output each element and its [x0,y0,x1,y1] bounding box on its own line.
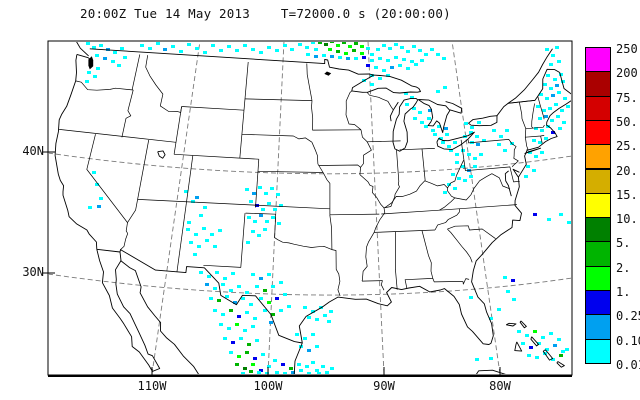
colorbar-label-2.: 2. [616,260,631,275]
map-frame [43,40,573,377]
colorbar-swatch-6 [585,192,611,219]
colorbar-swatch-1 [585,71,611,97]
colorbar-swatch-3 [585,119,611,146]
filled-lakes [88,56,332,76]
coastlines [54,42,571,374]
colorbar-swatch-7 [585,217,611,243]
precip-cells [85,42,571,374]
colorbar-swatch-12 [585,338,611,364]
y-tick-label-30N: 30N [22,265,44,279]
colorbar-swatch-8 [585,241,611,267]
colorbar-swatch-9 [585,265,611,291]
plot-title: 20:00Z Tue 14 May 2013 T=72000.0 s (20:0… [80,6,451,21]
colorbar-label-50.: 50. [616,114,638,129]
colorbar-swatch-11 [585,314,611,340]
colorbar-label-0.10: 0.10 [616,333,640,348]
x-tick-label-80W: 80W [489,379,511,393]
colorbar-label-200.: 200. [616,66,640,81]
colorbar-label-1.: 1. [616,285,631,299]
colorbar-label-75.: 75. [616,90,638,105]
colorbar-label-25.: 25. [616,139,638,154]
colorbar-swatch-0 [585,47,611,73]
colorbar-label-0.25: 0.25 [616,309,640,324]
colorbar-label-20.: 20. [616,163,638,178]
colorbar-swatch-10 [585,290,611,316]
colorbar-label-10.: 10. [616,212,638,227]
colorbar-swatch-5 [585,168,611,194]
y-tick-label-40N: 40N [22,144,44,158]
colorbar-label-5.: 5. [616,236,631,251]
x-tick-label-90W: 90W [373,379,395,393]
state-borders [59,54,545,297]
x-tick-label-110W: 110W [137,379,167,393]
colorbar-swatch-4 [585,144,611,170]
colorbar-swatch-2 [585,95,611,121]
x-tick-label-100W: 100W [253,379,283,393]
colorbar-label-0.01: 0.01 [616,357,640,372]
colorbar-label-15.: 15. [616,187,638,202]
colorbar-label-250.: 250. [616,42,640,56]
